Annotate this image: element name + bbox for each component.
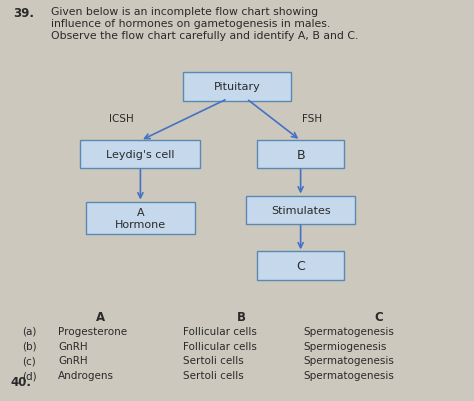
Text: Given below is an incomplete flow chart showing: Given below is an incomplete flow chart … xyxy=(51,7,318,17)
Text: FSH: FSH xyxy=(302,113,322,124)
FancyBboxPatch shape xyxy=(246,196,355,225)
Text: (d): (d) xyxy=(23,370,37,380)
FancyBboxPatch shape xyxy=(257,252,344,281)
Text: Leydig's cell: Leydig's cell xyxy=(106,150,174,160)
Text: Observe the flow chart carefully and identify A, B and C.: Observe the flow chart carefully and ide… xyxy=(51,31,358,41)
Text: influence of hormones on gametogenesis in males.: influence of hormones on gametogenesis i… xyxy=(51,19,330,29)
Text: A
Hormone: A Hormone xyxy=(115,207,166,230)
Text: Progesterone: Progesterone xyxy=(58,326,127,336)
Text: GnRH: GnRH xyxy=(58,341,88,350)
FancyBboxPatch shape xyxy=(80,140,201,169)
Text: Androgens: Androgens xyxy=(58,370,114,380)
Text: Follicular cells: Follicular cells xyxy=(183,326,257,336)
Text: B: B xyxy=(296,148,305,161)
Text: C: C xyxy=(296,260,305,273)
Text: Follicular cells: Follicular cells xyxy=(183,341,257,350)
Text: ICSH: ICSH xyxy=(109,113,134,124)
Text: Spermatogenesis: Spermatogenesis xyxy=(303,326,394,336)
Text: Sertoli cells: Sertoli cells xyxy=(183,370,244,380)
Text: Pituitary: Pituitary xyxy=(214,82,260,92)
Text: Spermatogenesis: Spermatogenesis xyxy=(303,370,394,380)
Text: Spermiogenesis: Spermiogenesis xyxy=(303,341,386,350)
Text: Spermatogenesis: Spermatogenesis xyxy=(303,355,394,365)
Text: Sertoli cells: Sertoli cells xyxy=(183,355,244,365)
Text: Stimulates: Stimulates xyxy=(271,205,330,215)
Text: GnRH: GnRH xyxy=(58,355,88,365)
FancyBboxPatch shape xyxy=(86,202,195,235)
Text: 39.: 39. xyxy=(13,7,34,20)
Text: B: B xyxy=(237,310,246,323)
Text: (b): (b) xyxy=(23,341,37,350)
Text: (c): (c) xyxy=(23,355,36,365)
Text: A: A xyxy=(96,310,105,323)
FancyBboxPatch shape xyxy=(183,73,291,101)
Text: (a): (a) xyxy=(23,326,37,336)
Text: 40.: 40. xyxy=(11,375,32,388)
FancyBboxPatch shape xyxy=(257,140,344,169)
Text: C: C xyxy=(374,310,383,323)
